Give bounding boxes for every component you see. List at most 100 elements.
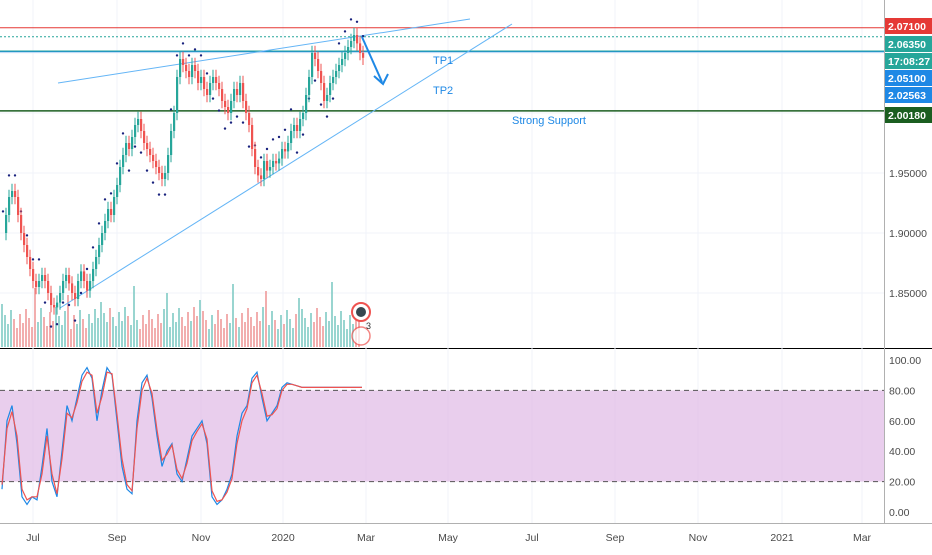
volume-bar: [208, 329, 210, 347]
volume-bar: [280, 315, 282, 347]
sar-dot: [163, 193, 167, 196]
volume-bar: [214, 324, 216, 347]
candle-body: [158, 167, 161, 173]
candle-body: [35, 281, 38, 287]
sar-dot: [319, 103, 323, 106]
price-tag-label: 2.02563: [888, 90, 926, 102]
candle-body: [149, 149, 152, 155]
sar-dot: [271, 138, 275, 141]
time-tick-label: Nov: [689, 532, 708, 544]
candle-body: [356, 35, 359, 44]
candle-body: [332, 77, 335, 83]
candle-body: [194, 65, 197, 71]
volume-bar: [40, 308, 42, 347]
oscillator: [0, 366, 884, 506]
volume-bar: [268, 325, 270, 347]
volume-bar: [154, 328, 156, 347]
annotations: TP1 TP2 Strong Support: [433, 55, 586, 127]
volume-bar: [109, 308, 111, 347]
candle-body: [320, 71, 323, 83]
volume-bar: [187, 312, 189, 347]
candle-body: [104, 221, 107, 233]
event-badge[interactable]: 3: [351, 302, 371, 346]
volume-bar: [340, 311, 342, 347]
volume-bar: [157, 314, 159, 347]
sar-dot: [325, 115, 329, 118]
volume-bar: [283, 324, 285, 347]
volume-bar: [175, 322, 177, 347]
candle-body: [134, 125, 137, 137]
volume-bar: [304, 318, 306, 347]
candle-body: [359, 43, 362, 53]
trendline-upper: [57, 18, 471, 84]
candle-body: [95, 257, 98, 269]
price-tag-label: 2.06350: [888, 39, 926, 51]
volume-bar: [322, 326, 324, 347]
volume-bar: [286, 310, 288, 347]
candle-body: [38, 281, 41, 287]
arrow-shaft: [361, 36, 383, 83]
candle-body: [11, 191, 14, 197]
sar-dot: [277, 135, 281, 139]
sar-dot: [223, 127, 227, 130]
candle-body: [119, 167, 122, 185]
candle-body: [185, 65, 188, 71]
sar-dot: [313, 79, 317, 82]
sar-dot: [157, 193, 161, 196]
price-tick-label: 1.90000: [889, 228, 927, 240]
candle-body: [161, 173, 164, 179]
candle-body: [125, 143, 128, 155]
oscillator-tick-label: 20.00: [889, 477, 915, 489]
candle-body: [254, 149, 257, 167]
volume-bar: [265, 291, 267, 347]
candle-body: [272, 161, 275, 167]
candle-body: [143, 131, 146, 143]
sar-dot: [331, 97, 335, 100]
volume-bar: [205, 320, 207, 347]
candle-body: [242, 83, 245, 101]
volume-bar: [160, 323, 162, 347]
price-axis[interactable]: 1.85000 1.90000 1.95000: [889, 168, 927, 300]
candle-body: [5, 215, 8, 233]
candle-body: [182, 59, 185, 65]
volume-bar: [151, 319, 153, 347]
volume-bar: [106, 322, 108, 347]
volume-bar: [193, 307, 195, 347]
volume-bar: [73, 315, 75, 347]
sar-dot: [25, 234, 29, 237]
candle-body: [92, 269, 95, 281]
candle-body: [53, 305, 56, 308]
sar-dot: [355, 20, 359, 23]
volume-bar: [337, 325, 339, 347]
volume-bar: [334, 316, 336, 347]
sar-dot: [49, 325, 53, 328]
candle-body: [341, 59, 344, 65]
volume-bar: [349, 315, 351, 347]
candle-body: [245, 101, 248, 113]
time-tick-label: Sep: [606, 532, 625, 544]
volume-bar: [226, 314, 228, 347]
volume-bar: [229, 323, 231, 347]
time-tick-label: 2021: [770, 532, 794, 544]
volume-bar: [34, 288, 36, 347]
sar-dot: [349, 18, 353, 21]
candle-body: [65, 275, 68, 281]
sar-dot: [289, 108, 293, 111]
volume-bar: [61, 325, 63, 347]
volume-bar: [307, 327, 309, 347]
time-tick-label: 2020: [271, 532, 295, 544]
volume-bar: [112, 317, 114, 347]
sar-dot: [175, 54, 179, 57]
candle-body: [107, 209, 110, 221]
candle-body: [83, 271, 86, 281]
time-axis[interactable]: Jul Sep Nov 2020 Mar May Jul Sep Nov 2021 Mar: [26, 532, 871, 544]
sar-dot: [229, 121, 233, 124]
sar-dot: [109, 192, 113, 195]
candle-body: [146, 143, 149, 149]
oscillator-axis[interactable]: 100.00 80.00 60.00 40.00 20.00 0.00: [889, 355, 921, 519]
volume-bar: [67, 295, 69, 347]
annotation-label: TP1: [433, 55, 453, 67]
volume-bar: [313, 322, 315, 347]
volume-bar: [1, 304, 3, 347]
